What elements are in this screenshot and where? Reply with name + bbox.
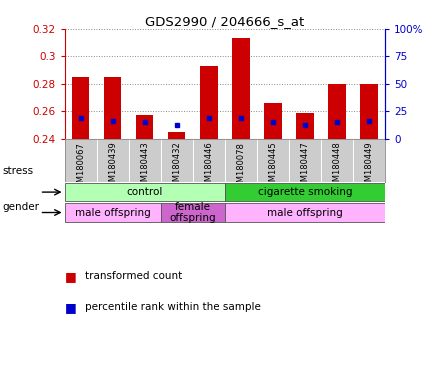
Title: GDS2990 / 204666_s_at: GDS2990 / 204666_s_at (145, 15, 304, 28)
Text: ■: ■ (65, 301, 76, 314)
Text: control: control (126, 187, 163, 197)
Bar (72, 77, 89, 139)
Text: cigarette smoking: cigarette smoking (258, 187, 352, 197)
Bar (360, 84, 378, 139)
Bar (225, 183, 385, 201)
Bar (161, 204, 225, 222)
Bar (65, 183, 225, 201)
Text: GSM180078: GSM180078 (236, 142, 245, 193)
Bar (264, 103, 282, 139)
Text: gender: gender (2, 202, 39, 212)
Bar (200, 66, 218, 139)
Bar (65, 204, 161, 222)
Bar (136, 115, 154, 139)
Bar (168, 132, 186, 139)
Bar (328, 84, 346, 139)
Text: percentile rank within the sample: percentile rank within the sample (85, 302, 260, 312)
Bar (296, 113, 314, 139)
Text: GSM180439: GSM180439 (108, 142, 117, 192)
Text: GSM180448: GSM180448 (332, 142, 341, 192)
Bar (104, 77, 121, 139)
Text: male offspring: male offspring (267, 207, 343, 217)
Text: female
offspring: female offspring (170, 202, 216, 223)
Text: GSM180446: GSM180446 (204, 142, 213, 192)
Text: GSM180443: GSM180443 (140, 142, 149, 192)
Text: GSM180449: GSM180449 (364, 142, 373, 192)
Text: GSM180447: GSM180447 (300, 142, 309, 192)
Text: GSM180067: GSM180067 (76, 142, 85, 193)
Text: stress: stress (2, 166, 33, 176)
Bar (232, 38, 250, 139)
Bar (225, 204, 385, 222)
Text: GSM180432: GSM180432 (172, 142, 181, 192)
Text: transformed count: transformed count (85, 271, 182, 281)
Text: ■: ■ (65, 270, 76, 283)
Text: male offspring: male offspring (75, 207, 150, 217)
Text: GSM180445: GSM180445 (268, 142, 277, 192)
